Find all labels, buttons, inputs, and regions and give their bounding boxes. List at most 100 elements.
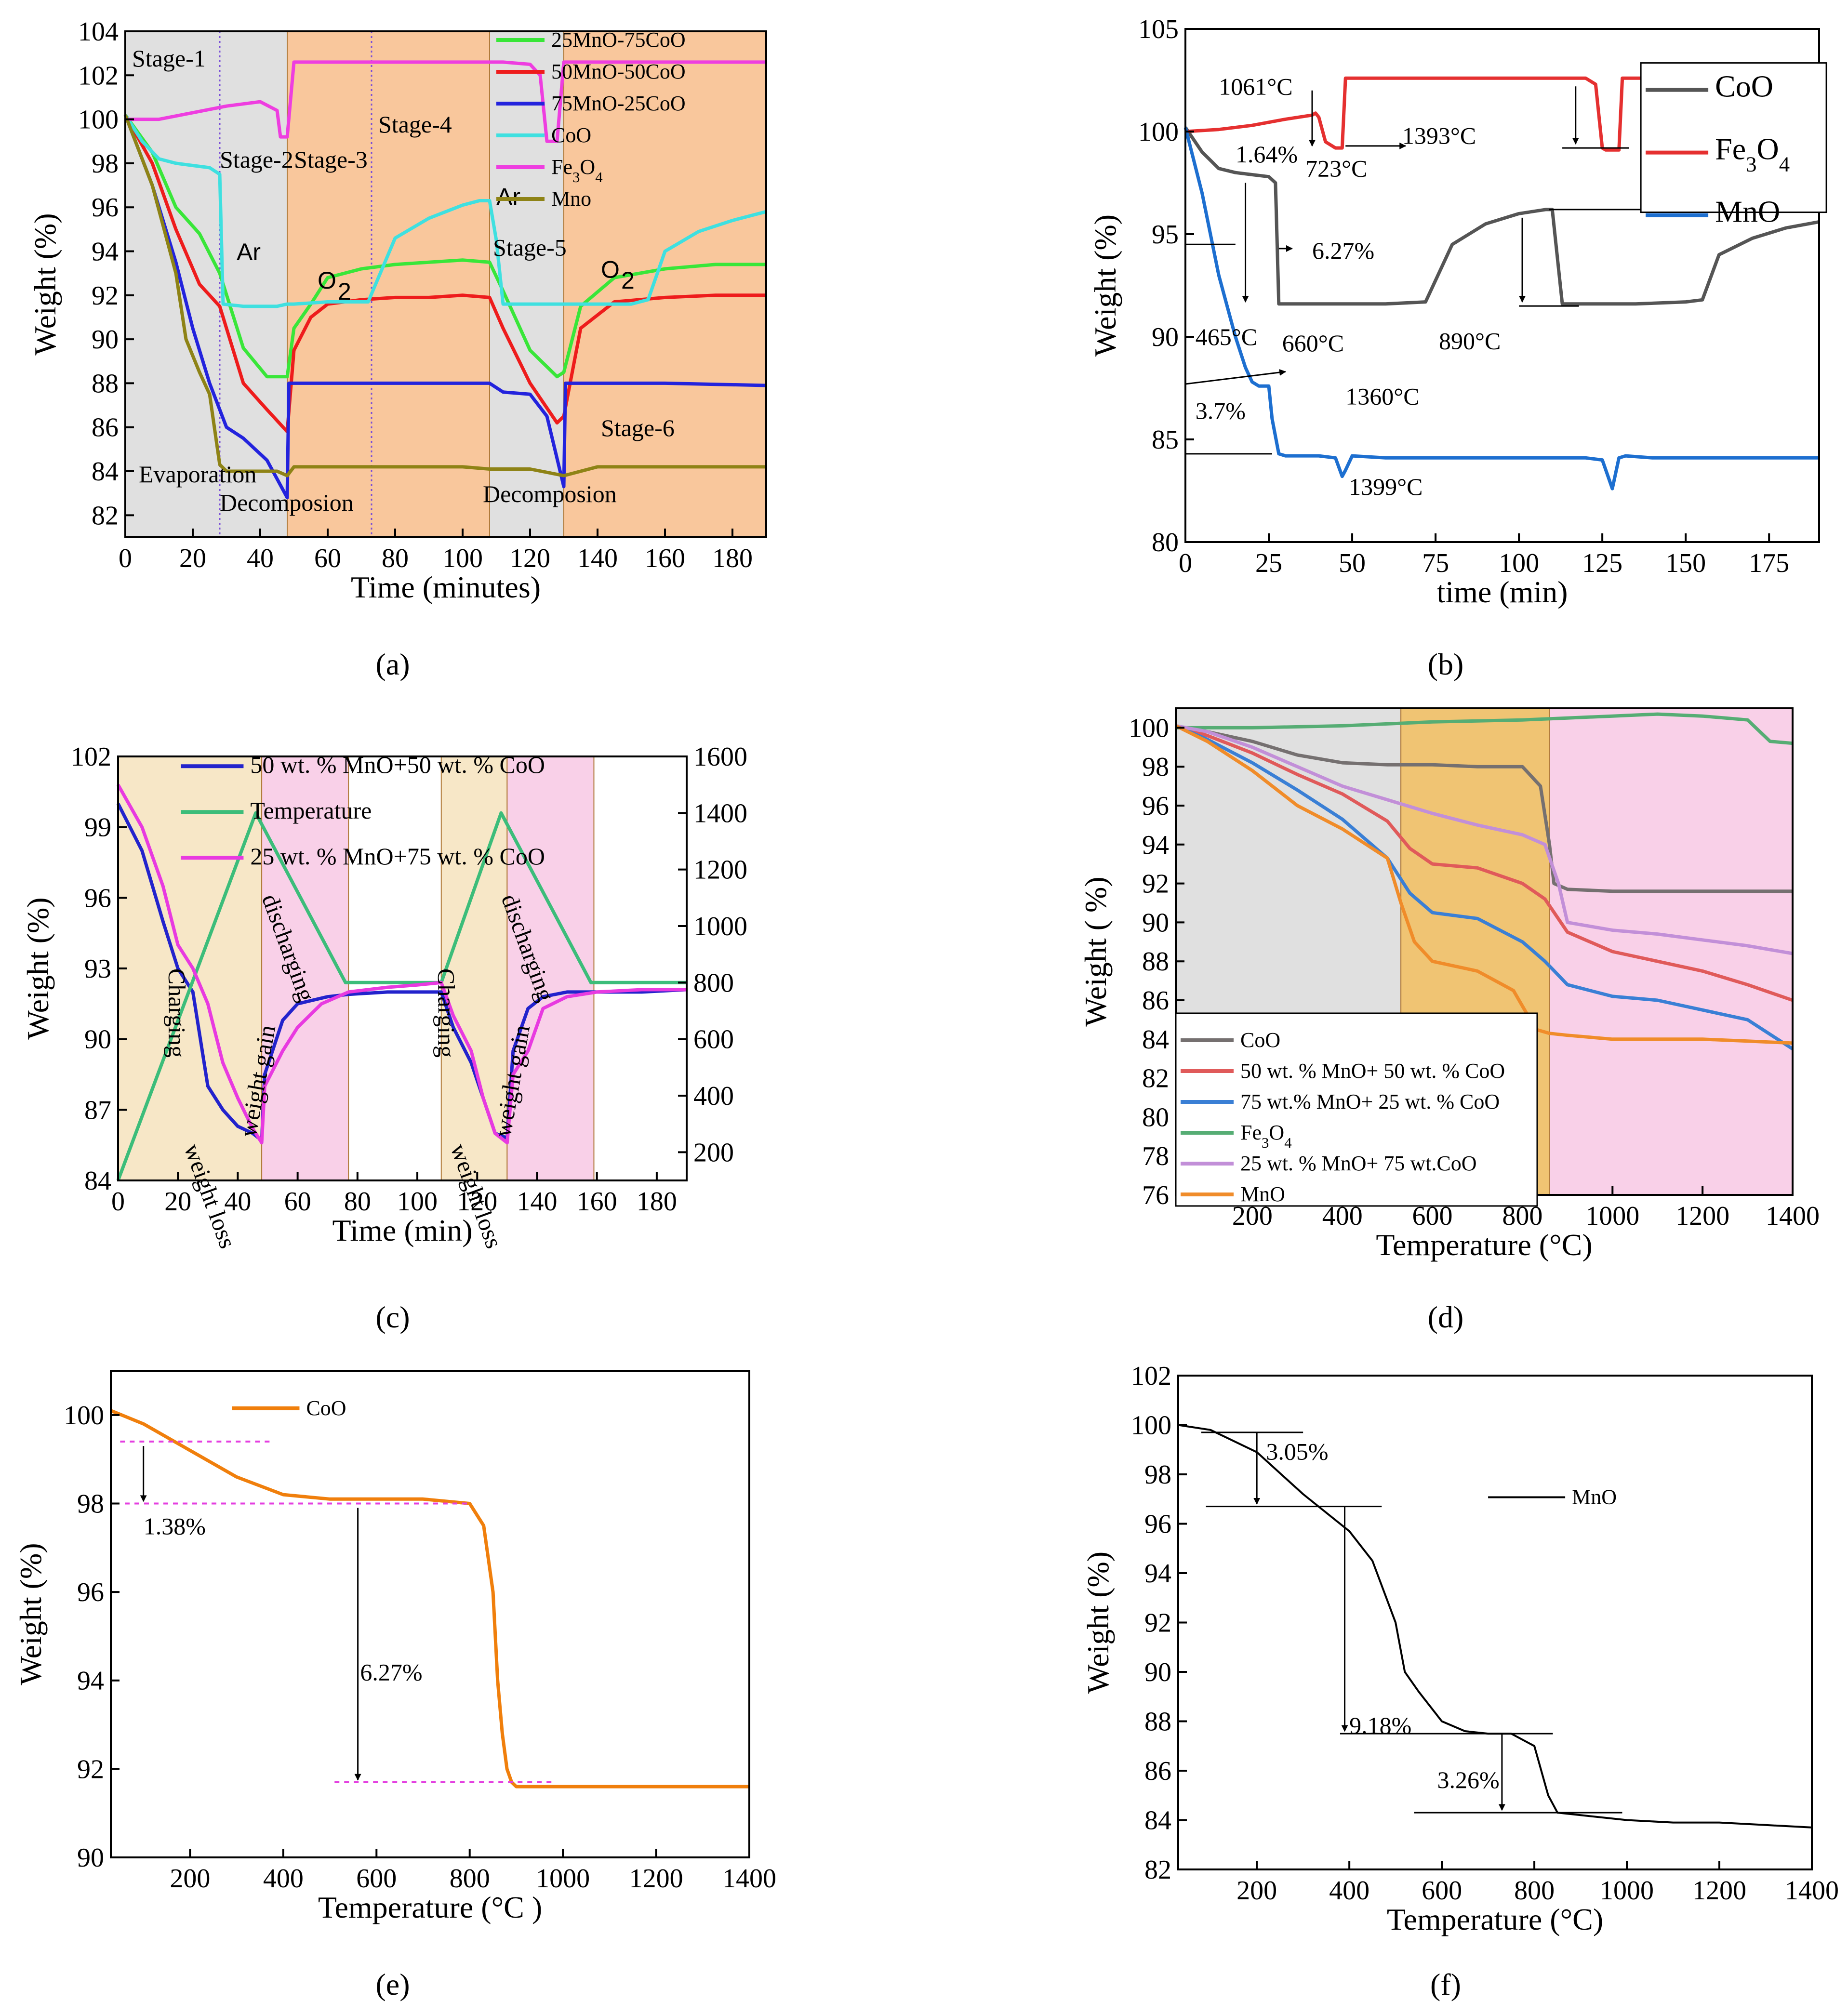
y-tick-label: 95 <box>1152 220 1179 250</box>
x-tick-label: 100 <box>442 543 483 573</box>
x-tick-label: 175 <box>1749 548 1789 578</box>
chart-annotation: 1.64% <box>1236 141 1298 168</box>
legend-label: 50 wt. % MnO+50 wt. % CoO <box>250 751 545 778</box>
x-tick-label: 1000 <box>1585 1201 1639 1231</box>
x-tick-label: 800 <box>450 1864 490 1894</box>
chart-annotation: 890°C <box>1439 328 1501 355</box>
y-tick-label: 88 <box>1144 1707 1171 1737</box>
legend-label: 50MnO-50CoO <box>551 60 686 83</box>
chart-series-line <box>1175 724 1793 1045</box>
legend-label: CoO <box>1715 69 1773 104</box>
panel-caption: (a) <box>375 647 410 681</box>
chart-annotation: 2 <box>338 278 351 305</box>
chart-region <box>506 756 595 1181</box>
y-tick-label: 84 <box>84 1166 111 1196</box>
chart-region <box>261 756 349 1181</box>
x-tick-label: 400 <box>263 1864 304 1894</box>
y-tick-label: 90 <box>1152 322 1179 352</box>
x-tick-label: 100 <box>1499 548 1539 578</box>
y-axis-label: Weight (%) <box>1088 214 1122 357</box>
x-tick-label: 180 <box>637 1187 677 1217</box>
chart-series-line <box>116 803 687 1142</box>
y-tick-label: 90 <box>1142 908 1169 938</box>
y-tick-label: 92 <box>92 281 119 311</box>
y-tick-label: 102 <box>71 742 111 772</box>
x-tick-label: 1000 <box>1600 1876 1654 1906</box>
x-tick-label: 1000 <box>536 1864 590 1894</box>
y-tick-label: 92 <box>1144 1608 1171 1638</box>
y-tick-label: 98 <box>92 149 119 179</box>
y-tick-label: 93 <box>84 954 111 984</box>
chart-annotation: 723°C <box>1305 155 1367 182</box>
legend-label: MnO <box>1240 1182 1285 1206</box>
chart-annotation: Stage-4 <box>378 111 452 138</box>
y-tick-label: 86 <box>1144 1756 1171 1786</box>
legend-label: MnO <box>1715 195 1780 229</box>
x-tick-label: 40 <box>247 543 274 573</box>
chart-region <box>287 31 490 538</box>
y-tick-label: 96 <box>1142 791 1169 821</box>
chart-annotation: Ar <box>237 238 261 265</box>
chart-annotation: Decomposion <box>483 480 617 507</box>
y-tick-label: 102 <box>78 61 119 91</box>
legend-label: 75MnO-25CoO <box>551 92 686 115</box>
x-tick-label: 160 <box>645 543 685 573</box>
x-tick-label: 25 <box>1255 548 1282 578</box>
chart-annotation: 6.27% <box>360 1659 422 1686</box>
y-tick-label: 102 <box>1131 1361 1171 1391</box>
y-tick-label: 94 <box>77 1666 104 1696</box>
y-axis-label: Weight (%) <box>21 897 55 1039</box>
y-tick-label: 94 <box>92 237 119 267</box>
y-tick-label: 94 <box>1144 1559 1171 1589</box>
y2-tick-label: 400 <box>693 1081 734 1111</box>
x-tick-label: 80 <box>382 543 409 573</box>
panel-caption: (b) <box>1428 647 1464 681</box>
chart-series-line <box>124 114 767 308</box>
y2-tick-label: 800 <box>693 968 734 998</box>
x-tick-label: 0 <box>119 543 132 573</box>
legend-label: 50 wt. % MnO+ 50 wt. % CoO <box>1240 1059 1505 1083</box>
y-tick-label: 100 <box>78 105 119 135</box>
y-tick-label: 92 <box>1142 869 1169 899</box>
x-tick-label: 120 <box>457 1187 497 1217</box>
x-tick-label: 160 <box>577 1187 617 1217</box>
chart-series-line <box>125 60 766 143</box>
y2-tick-label: 1000 <box>693 912 747 941</box>
y-tick-label: 96 <box>77 1577 104 1607</box>
chart-annotation: 3.26% <box>1437 1766 1500 1793</box>
chart-series-line <box>116 783 687 1145</box>
y-tick-label: 105 <box>1138 14 1179 44</box>
y-tick-label: 82 <box>1144 1855 1171 1885</box>
y-axis-label: Weight (%) <box>13 1543 48 1685</box>
chart-plot-frame <box>1184 28 1820 543</box>
chart-annotation: 3.7% <box>1196 397 1246 424</box>
panel-caption: (d) <box>1428 1300 1464 1334</box>
x-tick-label: 1400 <box>1785 1876 1839 1906</box>
y-tick-label: 82 <box>1142 1064 1169 1094</box>
y-tick-label: 92 <box>77 1754 104 1784</box>
y2-tick-label: 1200 <box>693 855 747 885</box>
annotation-arrow <box>1185 369 1287 385</box>
chart-annotation: Charging <box>433 968 460 1058</box>
legend-label: Fe3O4 <box>1240 1121 1292 1151</box>
chart-annotation: Charging <box>164 968 191 1058</box>
chart-series-line <box>123 114 767 500</box>
chart-annotation: 2 <box>621 267 635 294</box>
chart-annotation: 3.05% <box>1266 1438 1328 1465</box>
legend-label: CoO <box>551 123 591 147</box>
x-tick-label: 20 <box>164 1187 191 1217</box>
x-axis-label: Temperature (°C) <box>1376 1228 1592 1262</box>
legend-label: Mno <box>551 187 591 211</box>
x-tick-label: 1400 <box>722 1864 776 1894</box>
x-tick-label: 100 <box>397 1187 438 1217</box>
y-tick-label: 80 <box>1152 528 1179 557</box>
y-tick-label: 80 <box>1142 1102 1169 1132</box>
chart-series-line <box>1176 712 1793 745</box>
y-axis-label: Weight (%) <box>1081 1551 1115 1694</box>
x-tick-label: 0 <box>111 1187 125 1217</box>
chart-series-line <box>110 1409 749 1789</box>
chart-annotation: 1061°C <box>1219 73 1292 100</box>
y-tick-label: 96 <box>84 883 111 913</box>
chart-annotation: Stage-5 <box>493 234 567 261</box>
